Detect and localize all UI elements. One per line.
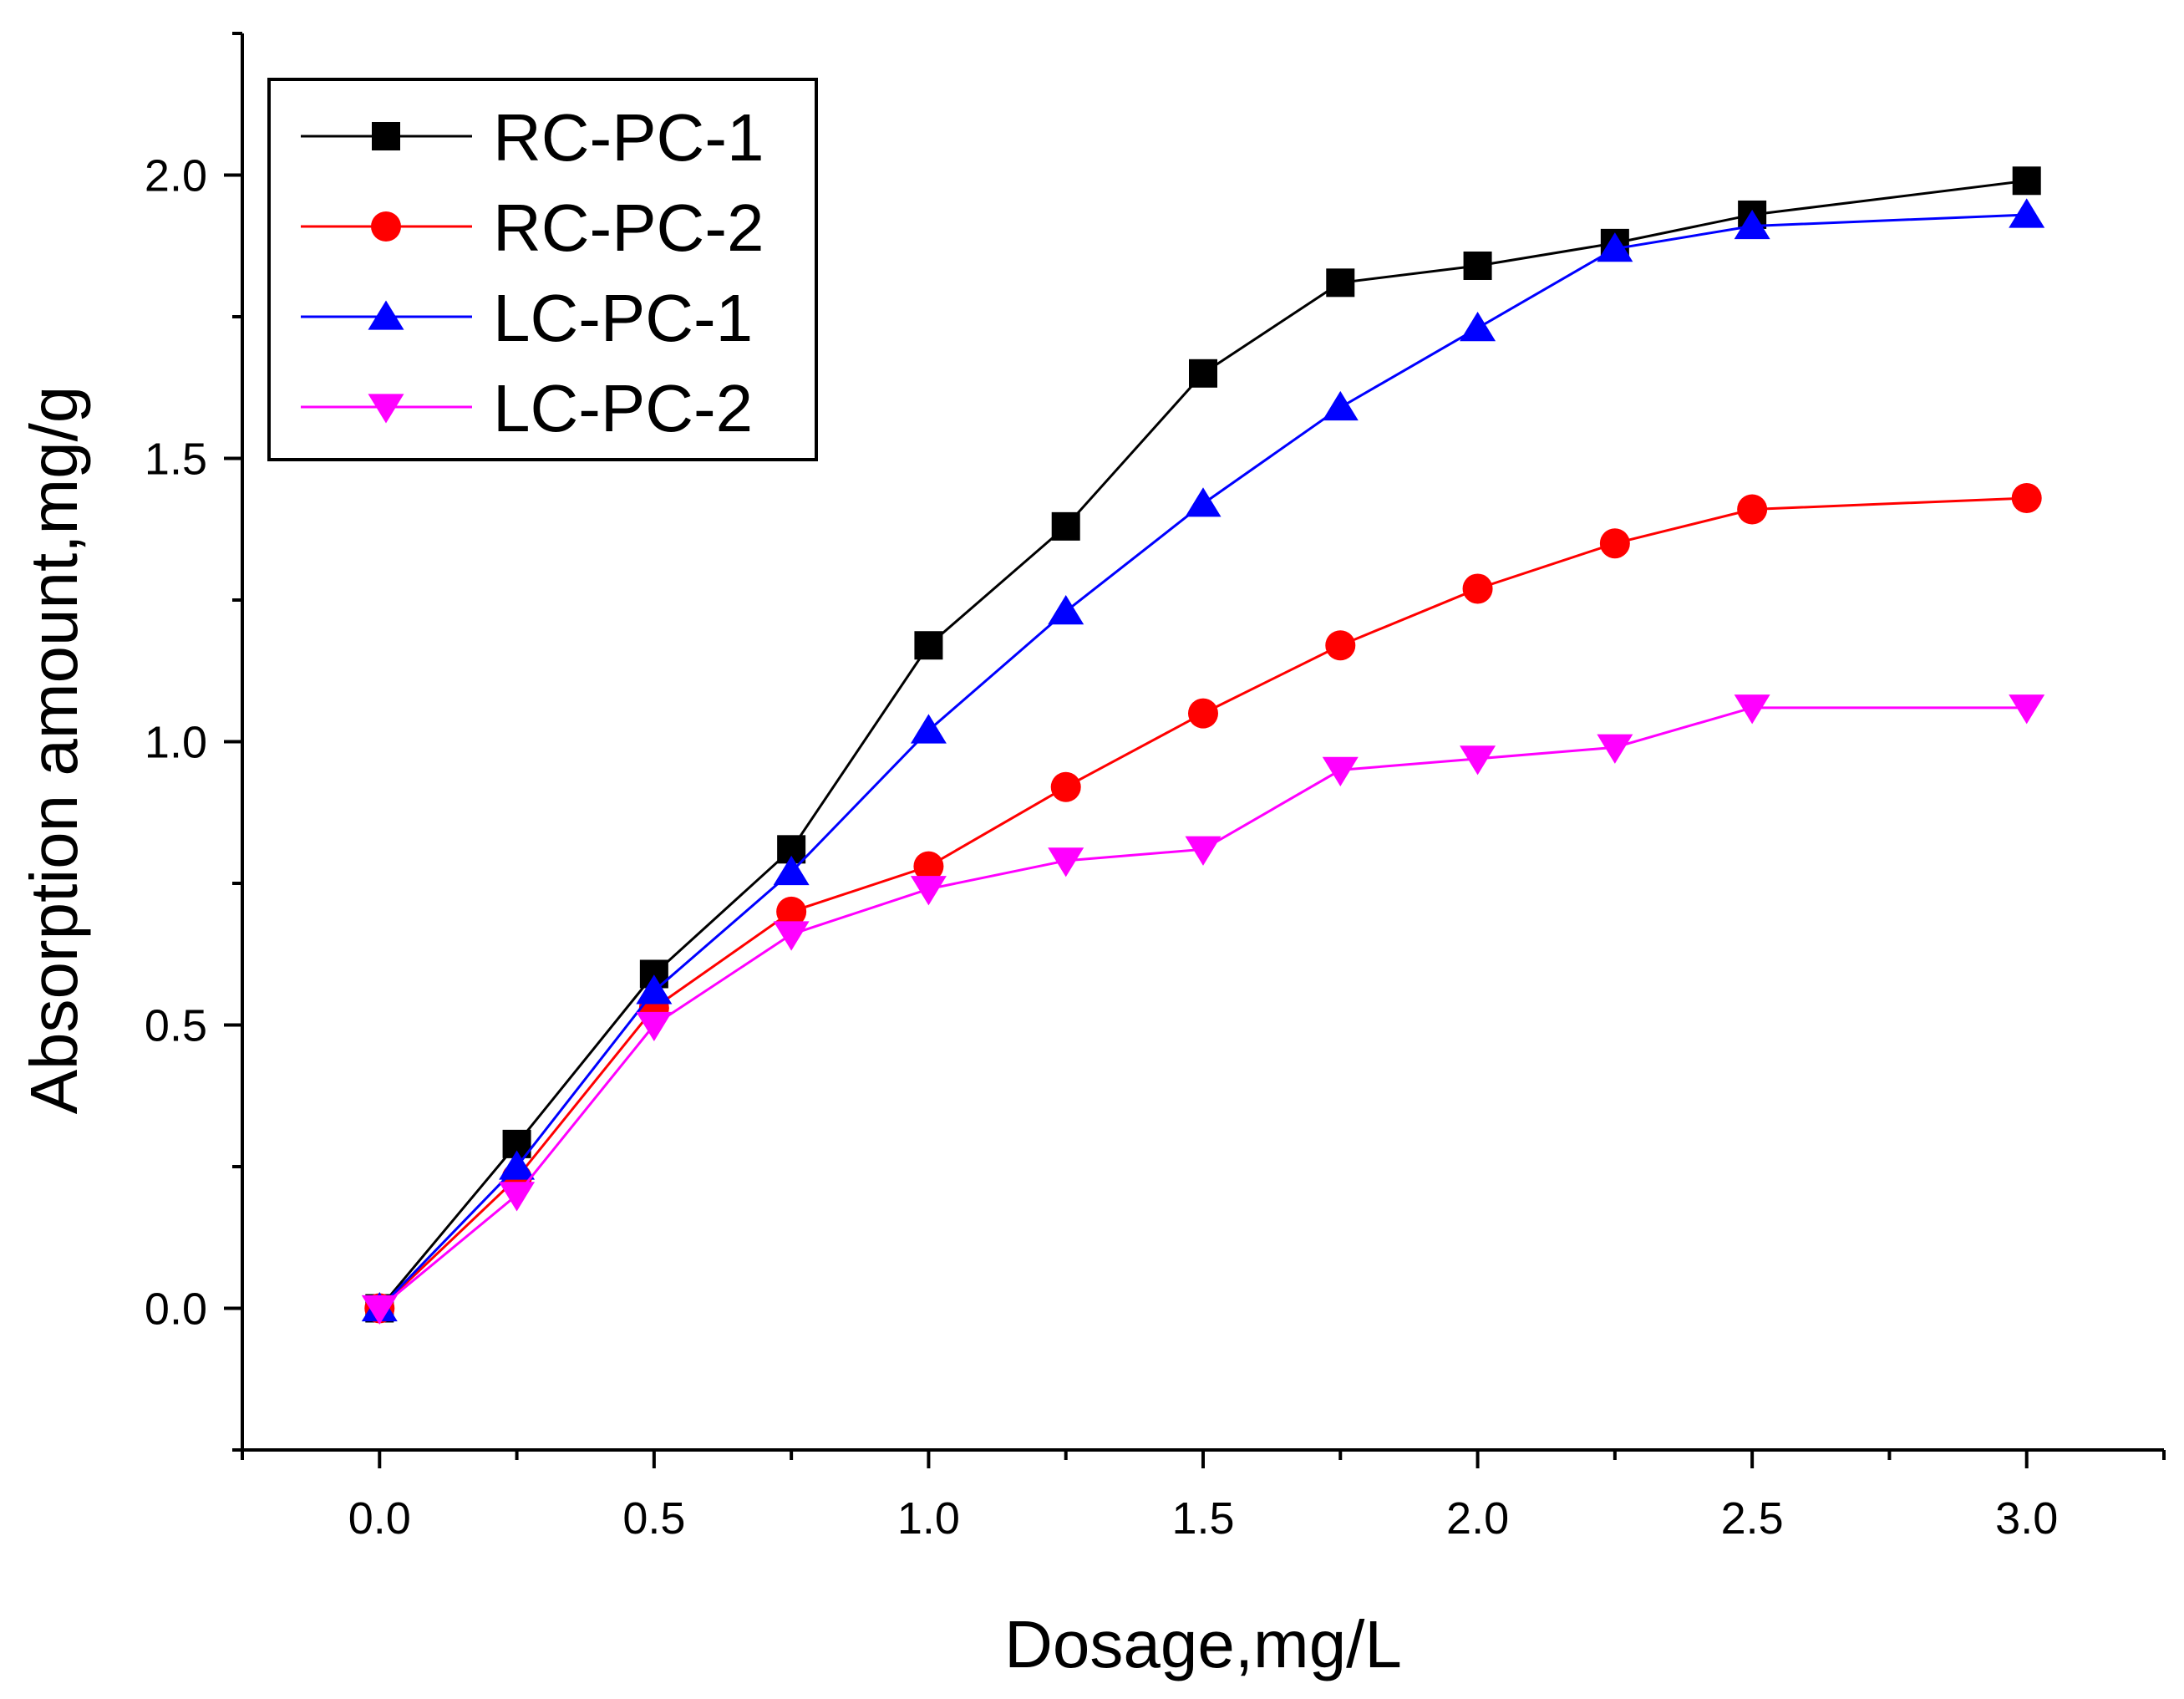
legend-item: RC-PC-1	[301, 100, 764, 175]
y-tick-label: 2.0	[145, 151, 207, 201]
series-line	[378, 496, 2027, 1310]
data-point	[1737, 494, 1768, 525]
legend-item: LC-PC-1	[301, 281, 753, 355]
x-tick-label: 0.5	[622, 1493, 685, 1544]
data-point	[636, 1011, 673, 1042]
series-line	[378, 179, 2027, 1310]
data-point	[2011, 482, 2042, 513]
data-point	[636, 974, 673, 1005]
data-point	[1462, 573, 1493, 604]
series-layer	[361, 166, 2045, 1325]
data-point	[1597, 734, 1633, 764]
legend-label: LC-PC-1	[493, 281, 753, 355]
data-point	[1048, 847, 1084, 877]
y-tick-label: 1.5	[145, 435, 207, 485]
data-point	[910, 714, 947, 744]
x-axis-title: Dosage,mg/L	[1004, 1607, 1402, 1681]
series-rc-pc-2	[364, 482, 2042, 1324]
legend-marker	[371, 211, 401, 242]
axes: 0.0 0.5 1.0 1.5 2.0 0.0 0.5 1.0 1.5 2.0 2.5 3.0	[145, 32, 2166, 1544]
legend-label: RC-PC-1	[493, 100, 764, 175]
data-point	[773, 855, 810, 886]
data-point	[1188, 698, 1218, 729]
data-point	[1185, 836, 1222, 866]
data-point	[913, 851, 944, 882]
data-point	[910, 876, 947, 906]
data-point	[1322, 756, 1359, 786]
series-line	[378, 706, 2027, 1310]
legend: RC-PC-1 RC-PC-2 LC-PC-1 LC-PC-2	[267, 78, 818, 461]
data-point	[1460, 312, 1496, 342]
data-point	[1048, 595, 1084, 625]
data-point	[1597, 232, 1633, 262]
data-point	[914, 631, 943, 660]
data-point	[2009, 198, 2045, 228]
x-tick-label: 3.0	[1995, 1493, 2058, 1544]
series-rc-pc-1	[365, 166, 2041, 1323]
data-point	[1322, 390, 1359, 421]
data-point	[361, 1295, 398, 1325]
legend-box	[267, 78, 818, 461]
x-tick-label: 1.5	[1171, 1493, 1234, 1544]
data-point	[1463, 251, 1492, 280]
y-axis-title: Absorption amount,mg/g	[17, 386, 91, 1115]
data-point	[2009, 694, 2045, 725]
legend-marker	[372, 122, 400, 150]
data-point	[499, 1182, 536, 1212]
y-tick-label: 1.0	[145, 718, 207, 768]
data-point	[1734, 694, 1770, 725]
legend-item: RC-PC-2	[301, 191, 764, 265]
legend-item: LC-PC-2	[301, 371, 753, 445]
y-tick-label: 0.5	[145, 1001, 207, 1051]
series-lc-pc-1	[361, 198, 2045, 1322]
legend-label: LC-PC-2	[493, 371, 753, 445]
data-point	[776, 896, 807, 927]
legend-label: RC-PC-2	[493, 191, 764, 265]
y-tick-label: 0.0	[145, 1284, 207, 1335]
data-point	[1326, 268, 1355, 298]
data-point	[1189, 359, 1217, 388]
legend-marker	[368, 300, 404, 330]
data-point	[1051, 511, 1080, 541]
data-point	[1734, 209, 1770, 240]
x-tick-label: 1.0	[897, 1493, 960, 1544]
series-lc-pc-2	[361, 694, 2045, 1325]
legend-marker	[368, 394, 404, 424]
x-tick-label: 0.0	[348, 1493, 411, 1544]
x-tick-label: 2.5	[1721, 1493, 1784, 1544]
data-point	[1599, 528, 1630, 559]
x-tick-label: 2.0	[1446, 1493, 1509, 1544]
data-point	[1050, 771, 1081, 802]
series-line	[378, 213, 2027, 1310]
data-point	[1460, 745, 1496, 776]
data-point	[499, 1150, 536, 1180]
data-point	[773, 921, 810, 951]
data-point	[1185, 487, 1222, 517]
data-point	[1325, 630, 1356, 661]
data-point	[2012, 166, 2041, 196]
